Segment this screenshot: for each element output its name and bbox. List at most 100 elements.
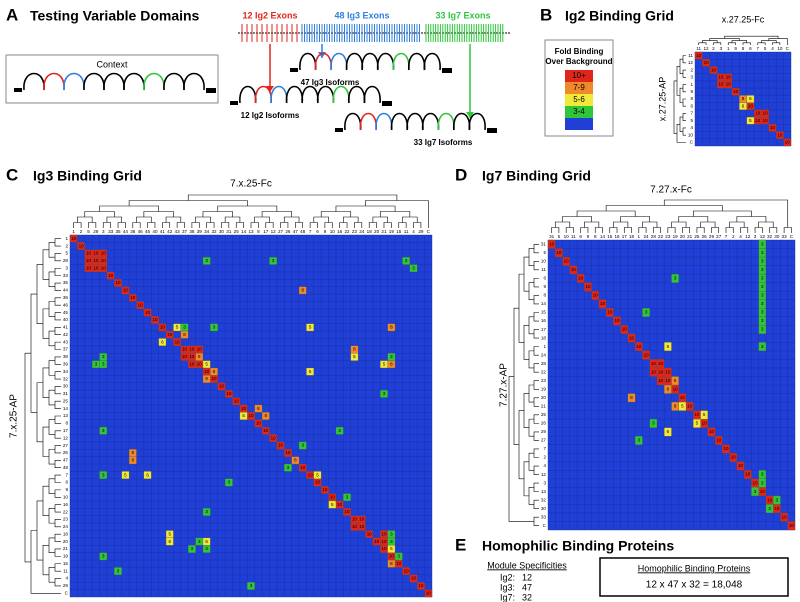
heatmap-cell xyxy=(739,102,747,110)
row-label: 2 xyxy=(690,67,693,72)
dendrogram xyxy=(673,55,686,143)
panel-letter: B xyxy=(540,5,552,24)
heatmap-cell xyxy=(365,530,374,539)
cell-value: 10 xyxy=(93,251,99,256)
column-label: 22 xyxy=(658,234,664,239)
column-label: 2 xyxy=(732,234,735,239)
column-label: 9 xyxy=(734,46,737,51)
cell-value: 10 xyxy=(738,463,744,468)
heatmap-cell xyxy=(562,256,570,266)
cell-value: 10 xyxy=(644,352,650,357)
column-label: 21 xyxy=(381,229,387,234)
heatmap-cell xyxy=(313,471,322,479)
ig-loop xyxy=(363,85,381,104)
cell-value: 3 xyxy=(117,568,120,573)
cell-value: 6 xyxy=(168,539,171,544)
heatmap-cell xyxy=(380,389,388,398)
heatmap-cell xyxy=(269,434,278,443)
column-label: 28 xyxy=(651,234,657,239)
column-label: C xyxy=(786,46,790,51)
row-label: 20 xyxy=(541,395,547,400)
heatmap-cell xyxy=(247,582,255,590)
heatmap-cell xyxy=(173,338,181,346)
cell-value: 8 xyxy=(257,406,260,411)
cell-value: 10 xyxy=(578,276,584,281)
ig-loop xyxy=(143,72,165,91)
cell-value: 10 xyxy=(300,465,306,470)
row-label: 19 xyxy=(63,554,69,559)
cell-value: 10 xyxy=(381,531,387,536)
module-name: Ig3: xyxy=(500,582,515,592)
row-label: 48 xyxy=(63,465,69,470)
ig-loop xyxy=(348,85,366,104)
heatmap-cell xyxy=(402,567,410,575)
ig-loop xyxy=(390,112,409,131)
cell-value: 10 xyxy=(782,514,788,519)
cell-value: 10 xyxy=(673,386,679,391)
ig-loop xyxy=(23,72,45,91)
ig-loop xyxy=(453,112,471,131)
column-label: 8 xyxy=(742,46,745,51)
row-label: 8 xyxy=(543,293,546,298)
cell-value: 10 xyxy=(777,132,783,137)
row-label: C xyxy=(65,591,69,596)
heatmap-cell xyxy=(99,426,108,435)
heatmap-cell xyxy=(761,109,769,118)
heatmap-cell xyxy=(128,456,137,465)
cell-value: 3 xyxy=(761,344,764,349)
cell-value: 10 xyxy=(256,421,262,426)
cell-value: 10 xyxy=(315,480,321,485)
column-label: 46 xyxy=(138,229,144,234)
heatmap-cell xyxy=(165,330,174,339)
cell-value: 3 xyxy=(383,391,386,396)
heatmap-cell xyxy=(424,589,433,598)
row-label: 34 xyxy=(63,369,69,374)
x-axis-label: 7.x.25-Fc xyxy=(230,179,272,190)
legend-label: 7-9 xyxy=(573,83,585,92)
cell-value: 5 xyxy=(667,344,670,349)
column-label: 4 xyxy=(771,46,774,51)
ig-loop xyxy=(163,72,185,91)
heatmap-cell xyxy=(298,286,307,295)
y-axis-label: x.27.25-AP xyxy=(657,77,667,122)
column-label: 1 xyxy=(727,46,730,51)
heatmap-cell xyxy=(758,325,767,334)
heatmap-cell xyxy=(547,239,556,249)
cell-value: 6 xyxy=(161,339,164,344)
heatmap-cell xyxy=(202,508,211,516)
cell-value: 10 xyxy=(680,395,686,400)
cell-value: 3 xyxy=(761,301,764,306)
column-label: 30 xyxy=(774,234,780,239)
heatmap-cell xyxy=(409,264,418,273)
cell-value: 10 xyxy=(770,125,776,130)
cell-value: 6 xyxy=(205,539,208,544)
row-label: 28 xyxy=(541,361,547,366)
cell-value: 10 xyxy=(571,267,577,272)
heatmap-cell xyxy=(143,471,152,479)
heatmap-cell xyxy=(656,376,665,386)
terminal xyxy=(442,68,452,73)
cell-value: 3 xyxy=(102,554,105,559)
cell-value: 8 xyxy=(674,378,677,383)
row-label: 6 xyxy=(690,103,693,108)
heatmap-cell xyxy=(743,470,752,479)
column-label: 13 xyxy=(760,234,766,239)
column-label: 9 xyxy=(587,234,590,239)
column-label: 10 xyxy=(777,46,783,51)
context-box xyxy=(5,54,219,104)
column-label: 7 xyxy=(756,46,759,51)
heatmap-cell xyxy=(239,412,248,420)
cell-value: 10 xyxy=(622,327,628,332)
cell-value: 10 xyxy=(774,506,780,511)
ig-loop xyxy=(421,112,440,131)
heatmap-cell xyxy=(605,308,614,317)
heatmap-cell xyxy=(350,353,359,361)
cell-value: 5 xyxy=(309,325,312,330)
heatmap-cell xyxy=(584,282,592,292)
cell-value: 10 xyxy=(381,539,387,544)
column-label: 47 xyxy=(293,229,299,234)
column-label: 5 xyxy=(764,46,767,51)
cell-value: 10 xyxy=(212,376,218,381)
cell-value: 10 xyxy=(86,258,92,263)
cell-value: 10 xyxy=(86,251,92,256)
